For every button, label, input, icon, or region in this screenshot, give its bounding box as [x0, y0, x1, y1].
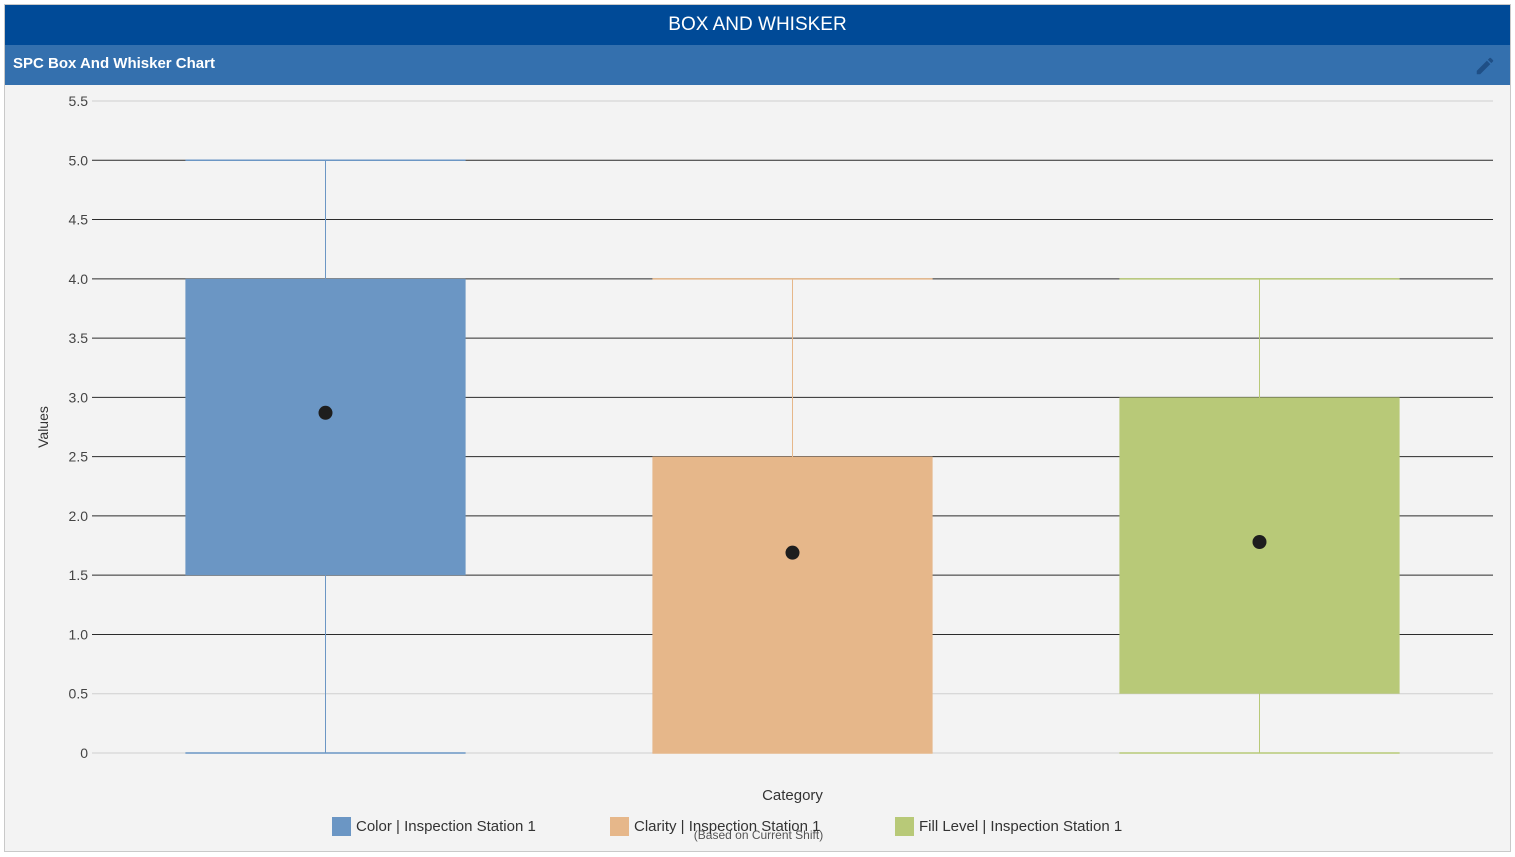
box — [185, 278, 466, 576]
legend-swatch — [610, 817, 629, 836]
legend-label: Fill Level | Inspection Station 1 — [919, 818, 1123, 835]
mean-marker — [318, 405, 333, 420]
page-title: BOX AND WHISKER — [5, 5, 1510, 45]
edit-button[interactable] — [1474, 54, 1496, 76]
legend-item-color[interactable]: Color | Inspection Station 1 — [332, 817, 536, 837]
y-tick-label: 3.0 — [69, 389, 89, 405]
mean-marker — [785, 545, 800, 560]
legend-swatch — [895, 817, 914, 836]
y-tick-label: 3.5 — [69, 330, 89, 346]
chart-footnote: (Based on Current Shift) — [693, 828, 824, 842]
y-tick-label: 4.0 — [69, 271, 89, 287]
panel-title: SPC Box And Whisker Chart — [13, 55, 215, 72]
box — [652, 456, 933, 753]
panel-header: SPC Box And Whisker Chart — [5, 45, 1510, 85]
pencil-icon — [1476, 57, 1494, 75]
legend-label: Color | Inspection Station 1 — [356, 818, 536, 835]
mean-marker — [1252, 534, 1267, 549]
legend-item-fill-level[interactable]: Fill Level | Inspection Station 1 — [895, 817, 1122, 837]
legend-swatch — [332, 817, 351, 836]
legend: Color | Inspection Station 1 Clarity | I… — [5, 813, 1510, 843]
y-tick-label: 2.0 — [69, 508, 89, 524]
box-whisker-chart: 0 0.5 1.0 1.5 2.0 2.5 3.0 3.5 4.0 4.5 5.0 5.5 Values… — [35, 93, 1493, 804]
y-tick-label: 2.5 — [69, 449, 89, 465]
chart-area: 0 0.5 1.0 1.5 2.0 2.5 3.0 3.5 4.0 4.5 5.0 5.5 Values… — [5, 85, 1510, 851]
y-tick-label: 5.0 — [69, 152, 89, 168]
y-axis-label: Values — [35, 406, 51, 448]
legend-item-clarity[interactable]: Clarity | Inspection Station 1 — [610, 817, 821, 837]
x-axis-label: Category — [762, 787, 823, 804]
y-tick-label: 0 — [80, 745, 88, 761]
y-tick-label: 5.5 — [69, 93, 89, 109]
y-tick-label: 0.5 — [69, 686, 89, 702]
legend-label: Clarity | Inspection Station 1 — [634, 818, 821, 835]
chart-widget: BOX AND WHISKER SPC Box And Whisker Char… — [4, 4, 1511, 852]
y-tick-label: 1.0 — [69, 626, 89, 642]
y-tick-label: 4.5 — [69, 212, 89, 228]
y-tick-label: 1.5 — [69, 567, 89, 583]
